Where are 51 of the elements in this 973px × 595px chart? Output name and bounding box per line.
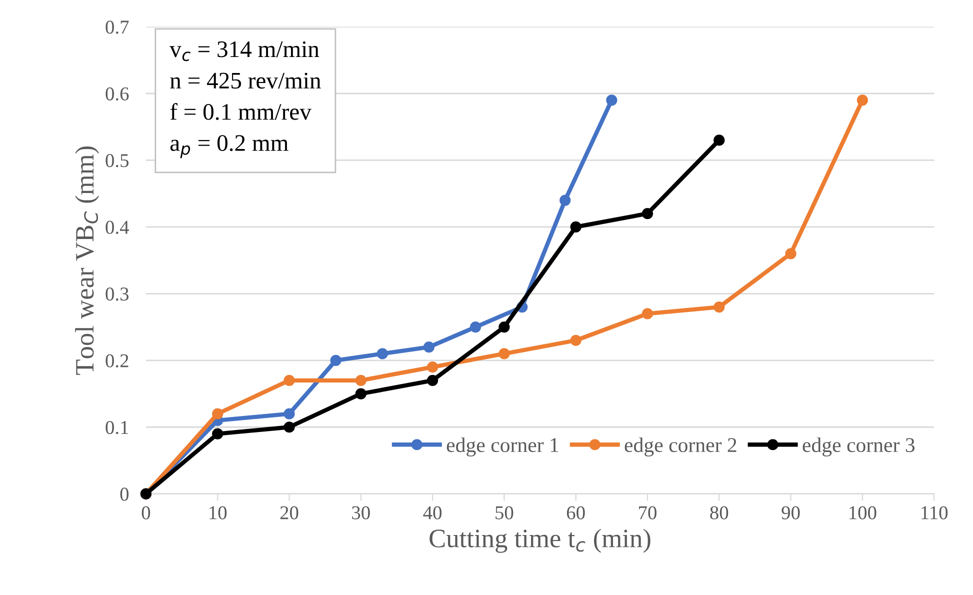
- point: [470, 321, 482, 333]
- point: [560, 194, 571, 206]
- point: [426, 362, 438, 373]
- annotation: v$_{c}$ = 314 m/min n = 425 rev/min f = 0.1 mm/rev a$_{p}$ = 0.2 mm: [170, 41, 321, 158]
- x-tick-label: 0: [142, 506, 150, 520]
- x-tick-label: 20: [280, 506, 298, 520]
- point: [570, 334, 582, 346]
- legend-label: edge corner 2: [624, 437, 736, 456]
- x-tick-label: 110: [922, 506, 948, 520]
- point: [606, 94, 618, 106]
- point: [856, 94, 868, 106]
- point: [642, 208, 654, 220]
- point: [212, 428, 224, 440]
- point: [212, 408, 224, 420]
- point: [355, 388, 366, 400]
- x-tick-label: 30: [352, 506, 370, 520]
- x-tick-label: 10: [210, 506, 227, 520]
- x-tick-label: 40: [423, 506, 442, 520]
- y-tick-label: 0.3: [106, 287, 129, 301]
- point: [570, 221, 582, 233]
- y-tick-label: 0.7: [106, 20, 129, 34]
- point: [284, 374, 295, 386]
- point: [423, 342, 435, 353]
- point: [330, 354, 342, 366]
- point: [376, 348, 388, 360]
- point: [498, 348, 510, 360]
- x-tick-label: 50: [496, 506, 514, 520]
- point: [284, 408, 295, 420]
- y-tick-label: 0: [120, 488, 129, 501]
- legend-label: edge corner 1: [446, 437, 558, 456]
- y-tick-label: 0.5: [106, 154, 129, 168]
- point: [355, 374, 366, 386]
- y-axis-title: Tool wear VB$_{C}$ (mm): [75, 146, 100, 375]
- point: [714, 301, 725, 313]
- point: [714, 134, 725, 146]
- y-tick-label: 0.1: [106, 420, 128, 434]
- point: [785, 248, 796, 260]
- legend-label: edge corner 3: [802, 437, 915, 456]
- y-tick-label: 0.6: [106, 87, 129, 101]
- point: [284, 422, 295, 433]
- point: [642, 308, 654, 320]
- y-tick-label: 0.4: [106, 220, 129, 234]
- x-tick-label: 60: [566, 506, 585, 520]
- x-tick-label: 100: [850, 506, 876, 520]
- x-axis-title: Cutting time t$_{c}$ (min): [430, 528, 650, 553]
- y-tick-label: 0.2: [106, 354, 128, 368]
- x-tick-label: 70: [639, 506, 656, 520]
- x-tick-label: 80: [710, 506, 728, 520]
- x-tick-label: 90: [782, 506, 800, 520]
- point: [498, 321, 510, 333]
- point: [426, 374, 438, 386]
